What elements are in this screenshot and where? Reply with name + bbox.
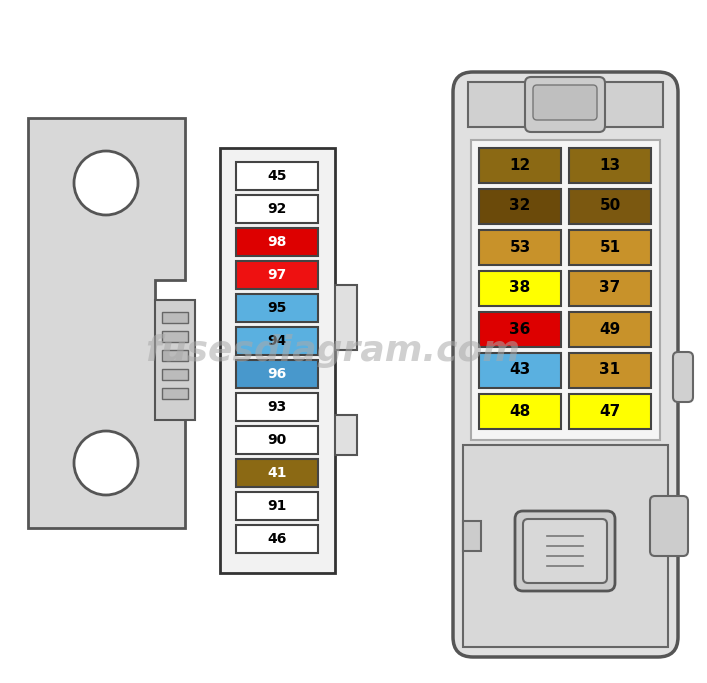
Text: 97: 97 <box>267 268 286 282</box>
Text: 95: 95 <box>267 301 286 315</box>
FancyBboxPatch shape <box>453 72 678 657</box>
Bar <box>569 312 651 347</box>
Text: 51: 51 <box>600 240 621 255</box>
Text: 53: 53 <box>509 240 531 255</box>
Bar <box>335 285 357 350</box>
Bar <box>479 148 561 183</box>
Text: 31: 31 <box>600 363 621 378</box>
Text: 43: 43 <box>509 363 531 378</box>
FancyBboxPatch shape <box>673 352 693 402</box>
FancyBboxPatch shape <box>515 511 615 591</box>
Text: 41: 41 <box>267 466 287 480</box>
FancyBboxPatch shape <box>525 77 605 132</box>
Bar <box>569 271 651 306</box>
FancyBboxPatch shape <box>523 519 607 583</box>
Text: fusesdiagram.com: fusesdiagram.com <box>146 334 520 368</box>
Bar <box>569 353 651 388</box>
Bar <box>220 148 335 573</box>
Bar <box>236 525 318 553</box>
Bar <box>463 445 668 647</box>
Circle shape <box>74 151 138 215</box>
Text: 50: 50 <box>600 199 621 214</box>
Bar <box>236 162 318 190</box>
Text: 36: 36 <box>509 322 531 337</box>
Bar <box>468 82 663 127</box>
Bar <box>236 393 318 421</box>
Bar <box>236 360 318 388</box>
Text: 13: 13 <box>600 158 621 173</box>
Text: 46: 46 <box>267 532 286 546</box>
Text: 92: 92 <box>267 202 286 216</box>
Bar <box>155 300 195 420</box>
Bar <box>236 426 318 454</box>
Bar <box>236 492 318 520</box>
Bar <box>569 230 651 265</box>
Bar <box>236 195 318 223</box>
Text: 98: 98 <box>267 235 286 249</box>
Bar <box>236 261 318 289</box>
Bar <box>162 388 188 399</box>
Bar <box>162 369 188 380</box>
Bar <box>569 394 651 429</box>
Bar <box>479 394 561 429</box>
Bar <box>236 228 318 256</box>
Text: 90: 90 <box>267 433 286 447</box>
FancyBboxPatch shape <box>533 85 597 120</box>
Bar <box>162 350 188 361</box>
Text: 12: 12 <box>509 158 531 173</box>
Text: 48: 48 <box>509 404 531 419</box>
Bar <box>162 312 188 323</box>
Text: 45: 45 <box>267 169 287 183</box>
Circle shape <box>74 431 138 495</box>
Text: 32: 32 <box>509 199 531 214</box>
Text: 38: 38 <box>509 281 531 296</box>
Bar <box>479 353 561 388</box>
Bar <box>236 459 318 487</box>
Bar <box>335 415 357 455</box>
Bar <box>479 271 561 306</box>
Text: 37: 37 <box>600 281 621 296</box>
Bar <box>569 148 651 183</box>
Text: 93: 93 <box>267 400 286 414</box>
Text: 49: 49 <box>600 322 621 337</box>
Text: 91: 91 <box>267 499 286 513</box>
Bar <box>471 140 660 440</box>
Text: 94: 94 <box>267 334 286 348</box>
Bar <box>479 189 561 224</box>
Polygon shape <box>28 118 185 528</box>
Bar <box>162 331 188 342</box>
Text: 47: 47 <box>600 404 621 419</box>
Bar <box>236 294 318 322</box>
Bar <box>569 189 651 224</box>
Bar <box>463 521 481 551</box>
FancyBboxPatch shape <box>650 496 688 556</box>
Text: 96: 96 <box>267 367 286 381</box>
Bar <box>479 230 561 265</box>
Bar <box>236 327 318 355</box>
Bar <box>479 312 561 347</box>
